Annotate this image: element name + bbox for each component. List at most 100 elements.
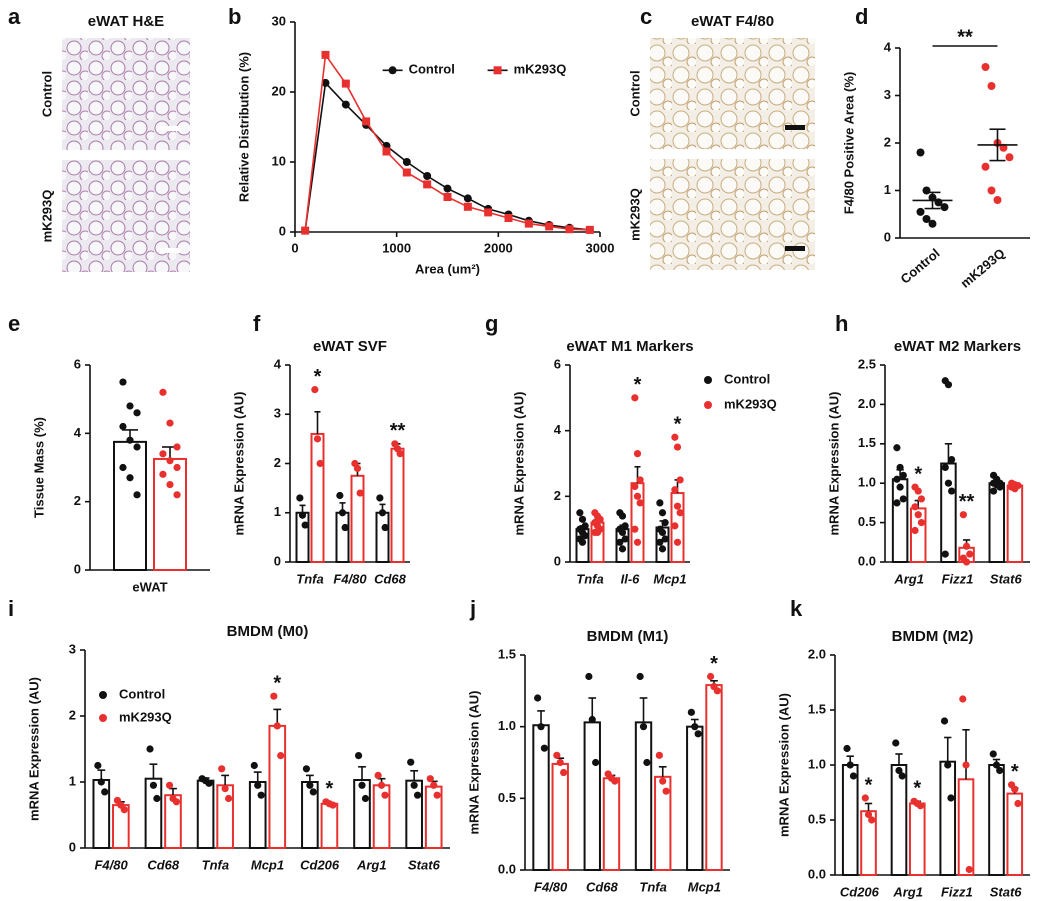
panel-letter: c [640,4,652,29]
data-point [966,550,974,558]
data-point [524,219,533,228]
data-point [676,509,684,517]
data-point [149,781,158,789]
data-point [126,402,134,410]
data-point [911,503,919,511]
x-tick-label: F4/80 [94,857,128,872]
y-tick-label: 2 [884,134,891,149]
data-point [941,463,949,472]
data-point [965,865,973,874]
y-tick-label: 0.5 [808,811,826,826]
data-point [896,483,904,491]
data-point [916,148,925,157]
data-point [133,491,141,499]
x-tick-label: Cd206 [840,884,880,899]
panel-letter: k [790,596,803,621]
bar [353,779,371,850]
bar [957,778,975,876]
significance: * [865,774,873,796]
data-point [621,535,629,543]
data-point [981,162,990,171]
bar [268,724,287,850]
data-point [426,775,434,783]
y-axis-label: mRNA Expression (AU) [26,677,41,821]
data-point [655,751,663,759]
data-point [218,765,226,773]
y-axis-label: mRNA Expression (AU) [826,392,841,536]
data-point [948,455,956,464]
legend-label: Control [409,62,455,77]
data-point [101,788,109,796]
data-point [914,487,922,495]
y-tick-label: 1.0 [808,756,826,771]
x-tick-label: Arg1 [892,884,923,899]
data-point [846,761,854,769]
significance: * [314,366,322,388]
legend-label: mK293Q [119,709,172,724]
data-point [119,463,127,472]
data-point [713,687,721,695]
data-point [893,499,901,507]
data-point [159,450,167,458]
x-tick-label: Cd68 [586,879,619,894]
y-tick-label: 0.5 [498,790,516,805]
data-point [534,694,542,702]
bar [153,457,187,572]
data-point [221,785,229,793]
data-point [321,50,330,59]
data-point [893,475,901,483]
data-point [899,471,907,479]
data-point [578,515,587,523]
bar [940,462,957,563]
data-point [578,538,587,546]
data-point [341,100,350,109]
data-point [987,186,996,195]
legend-marker [704,376,712,384]
data-point [999,143,1008,152]
data-point [916,802,925,810]
chart-title: eWAT M2 Markers [894,338,1021,355]
y-tick-label: 30 [272,13,286,28]
data-point [159,470,167,478]
data-point [694,730,702,738]
x-tick-label: Mcp1 [688,879,721,894]
x-tick-label: Tnfa [576,571,603,586]
data-point [378,509,387,517]
data-point [843,744,851,753]
data-point [989,750,997,758]
data-point [257,791,265,799]
bar [890,764,908,876]
data-point [407,758,415,766]
x-tick-label: Fizz1 [941,884,973,899]
y-tick-label: 3 [274,406,281,421]
x-tick-label: 0 [291,240,298,255]
y-tick-label: 10 [272,153,286,168]
data-point [673,502,682,510]
data-point [671,486,679,494]
data-point [662,787,670,795]
data-point [338,509,347,517]
bar [988,482,1006,564]
y-tick-label: 1.0 [498,718,516,733]
significance: * [710,653,718,675]
data-point [126,474,134,482]
data-point [311,386,319,394]
bar [335,511,350,563]
bar [320,802,339,850]
data-point [633,492,642,500]
data-point [611,777,619,785]
data-point [917,495,926,503]
panel-letter: a [8,4,21,29]
panel-letter: f [253,311,261,336]
image-title: eWAT F4/80 [691,13,774,30]
data-point [504,214,513,222]
data-point [996,483,1004,491]
data-point [896,463,904,472]
y-tick-label: 0.0 [808,866,826,881]
data-point [306,781,314,789]
x-tick-label: Tnfa [296,571,323,586]
data-point [153,794,161,803]
x-tick-label: Cd206 [300,857,340,872]
